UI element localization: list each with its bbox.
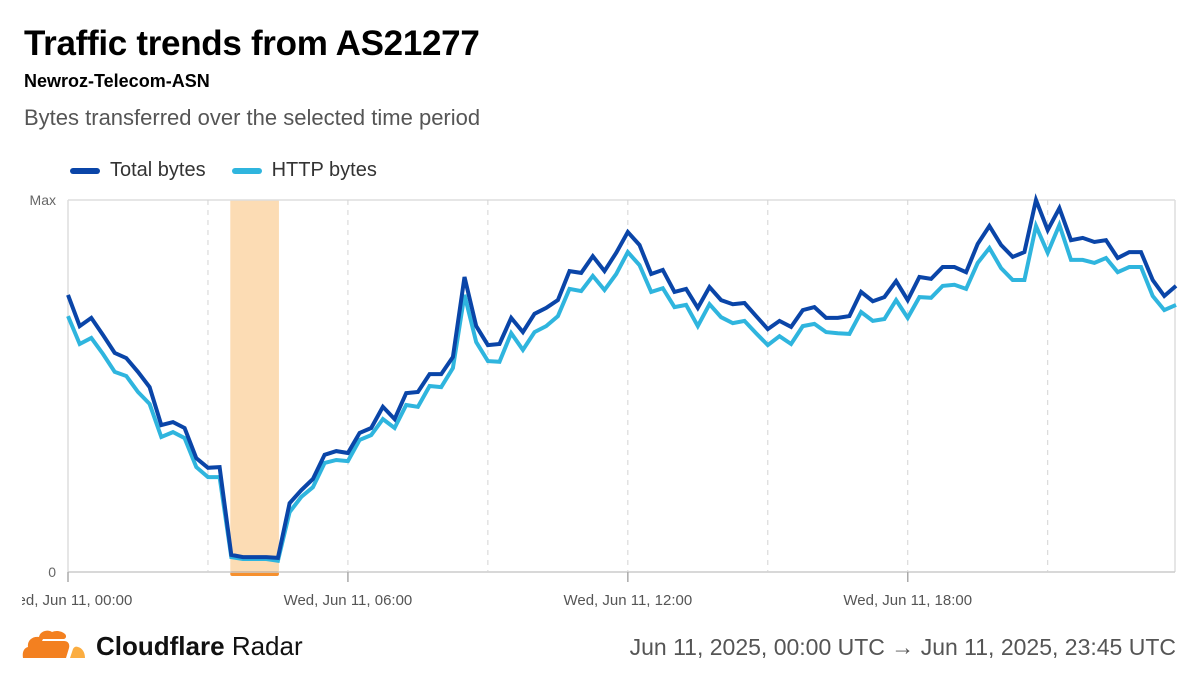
- chart-title: Traffic trends from AS21277: [24, 24, 480, 63]
- legend-label-http: HTTP bytes: [271, 159, 377, 181]
- x-tick-label: Wed, Jun 11, 06:00: [284, 592, 413, 609]
- x-tick-label: Wed, Jun 11, 00:00: [4, 592, 133, 609]
- legend-label-total: Total bytes: [110, 159, 206, 181]
- legend-item-http[interactable]: HTTP bytes: [231, 159, 377, 182]
- highlight-band[interactable]: [230, 200, 279, 572]
- legend: Total bytes HTTP bytes: [70, 159, 377, 182]
- x-tick-label: Wed, Jun 11, 12:00: [563, 592, 692, 609]
- y-tick-label: Max: [30, 192, 56, 208]
- legend-swatch-http: [231, 167, 262, 174]
- asn-name: Newroz-Telecom-ASN: [24, 71, 210, 91]
- brand-radar: Radar: [231, 630, 303, 661]
- legend-item-total[interactable]: Total bytes: [70, 159, 206, 182]
- x-tick-label: Wed, Jun 11, 18:00: [843, 592, 972, 609]
- cloudflare-cloud-icon: [22, 630, 85, 658]
- legend-swatch-total: [70, 167, 100, 174]
- series-line-total-bytes: [66, 193, 1178, 561]
- time-range: Jun 11, 2025, 00:00 UTC → Jun 11, 2025, …: [629, 634, 1176, 660]
- chart-description: Bytes transferred over the selected time…: [24, 105, 481, 130]
- brand-cloudflare: Cloudflare: [96, 630, 225, 661]
- y-tick-label: 0: [48, 564, 56, 580]
- cloudflare-radar-logo: Cloudflare Radar: [22, 630, 303, 662]
